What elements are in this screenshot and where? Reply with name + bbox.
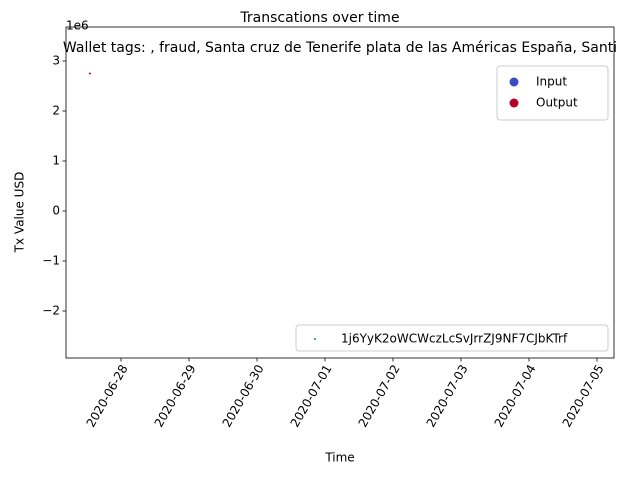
x-tick-label: 2020-07-05 [560, 362, 607, 429]
x-tick-label: 2020-06-29 [152, 362, 199, 429]
x-tick-label: 2020-06-28 [84, 362, 131, 429]
y-tick-label: −2 [42, 304, 60, 318]
y-tick-label: 1 [52, 154, 60, 168]
x-tick-label: 2020-06-30 [220, 362, 267, 429]
legend-marker [314, 338, 316, 340]
x-axis-label: Time [324, 451, 354, 465]
y-tick-label: 2 [52, 104, 60, 118]
x-tick-label: 2020-07-03 [424, 362, 471, 429]
y-tick-label: −1 [42, 254, 60, 268]
legend-box [496, 65, 609, 121]
legend-marker [509, 98, 519, 108]
y-offset-label: 1e6 [66, 19, 89, 33]
chart-title: Wallet tags: , fraud, Santa cruz de Tene… [63, 40, 617, 56]
legend-marker [509, 77, 519, 87]
y-tick-label: 3 [52, 54, 60, 68]
legend-label: 1j6YyK2oWCWczLcSvJrrZJ9NF7CJbKTrf [341, 332, 568, 346]
x-tick-label: 2020-07-04 [492, 362, 539, 429]
y-tick-label: 0 [52, 204, 60, 218]
plot-frame [65, 26, 615, 359]
suptitle: Transcations over time [239, 10, 399, 26]
legend-box [295, 324, 609, 352]
legend-label: Input [536, 75, 567, 89]
x-tick-label: 2020-07-01 [288, 362, 335, 429]
point [88, 72, 91, 75]
legend-label: Output [536, 96, 578, 110]
y-axis-label: Tx Value USD [13, 172, 27, 254]
x-tick-label: 2020-07-02 [356, 362, 403, 429]
